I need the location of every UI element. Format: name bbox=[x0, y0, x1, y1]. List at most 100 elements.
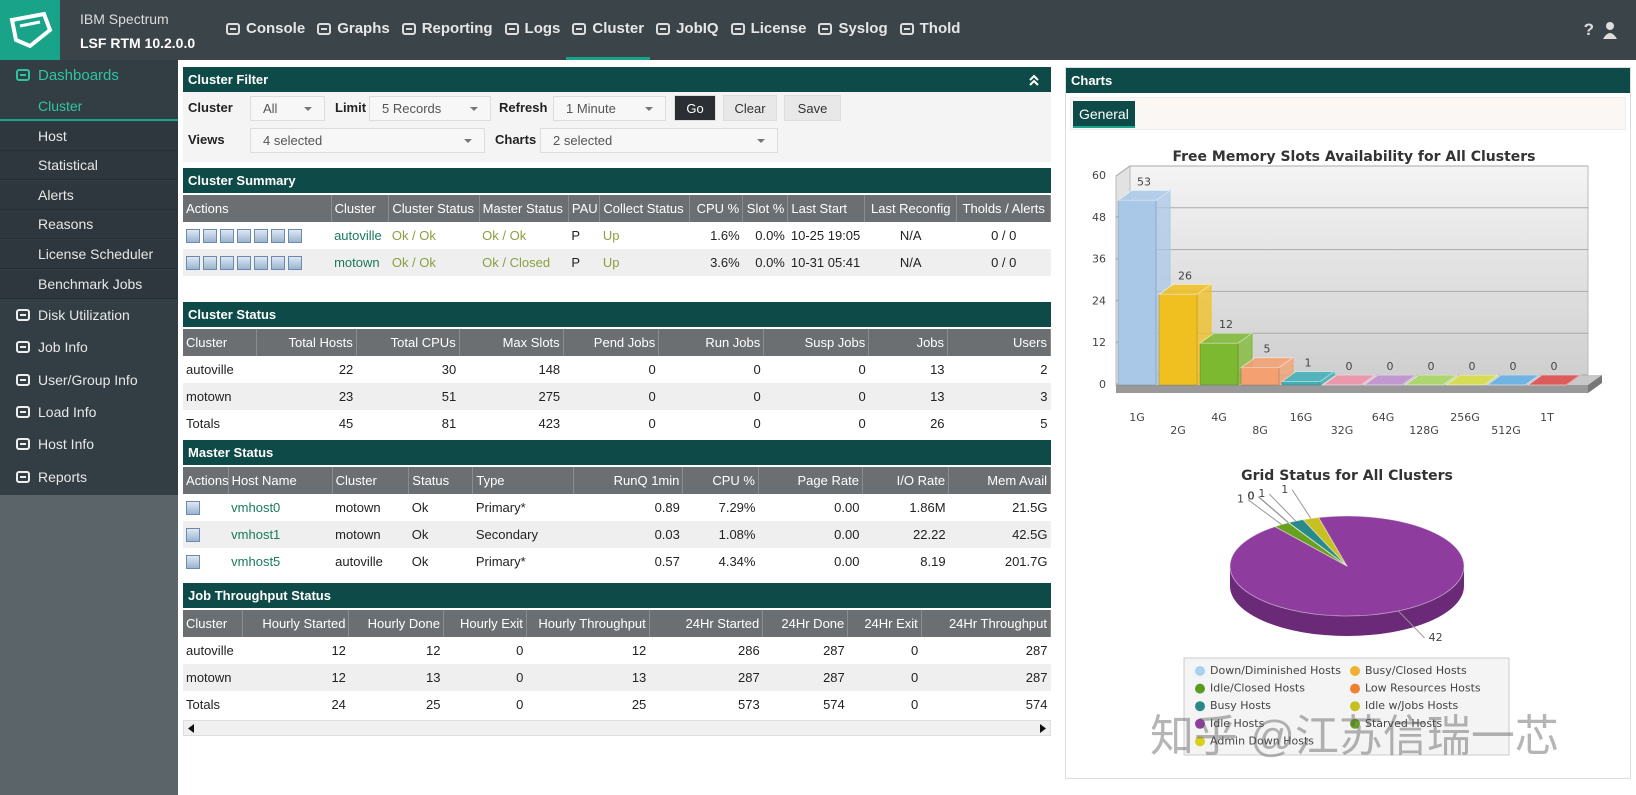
nav-item[interactable]: Cluster bbox=[566, 0, 651, 60]
button[interactable]: Clear bbox=[723, 95, 777, 121]
action-icon[interactable] bbox=[288, 229, 302, 244]
sidebar-item[interactable]: Dashboards bbox=[0, 62, 178, 88]
column-header[interactable]: Master Status bbox=[479, 195, 569, 222]
column-header[interactable]: Actions bbox=[183, 195, 332, 222]
nav-label[interactable]: Cluster bbox=[592, 20, 645, 37]
column-header[interactable]: Cluster Status bbox=[388, 195, 480, 222]
sidebar-subitem[interactable]: License Scheduler bbox=[0, 240, 178, 269]
column-header[interactable]: 24Hr Done bbox=[762, 610, 849, 637]
action-icon[interactable] bbox=[203, 256, 217, 271]
sidebar-item[interactable]: Host Info bbox=[0, 428, 178, 460]
nav-label[interactable]: Syslog bbox=[838, 20, 888, 37]
column-header[interactable]: 24Hr Throughput bbox=[921, 610, 1052, 637]
button[interactable]: Save bbox=[784, 95, 841, 121]
select[interactable]: All bbox=[250, 96, 325, 121]
column-header[interactable]: Total CPUs bbox=[356, 329, 460, 356]
action-icon[interactable] bbox=[220, 229, 234, 244]
action-icon[interactable] bbox=[237, 229, 251, 244]
action-icon[interactable] bbox=[186, 229, 200, 244]
column-header[interactable]: PAU bbox=[568, 195, 601, 222]
action-icon[interactable] bbox=[186, 256, 200, 271]
action-icon[interactable] bbox=[254, 229, 268, 244]
sidebar-item[interactable]: Job Info bbox=[0, 331, 178, 363]
column-header[interactable]: Run Jobs bbox=[658, 329, 765, 356]
column-header[interactable]: Host Name bbox=[228, 467, 333, 494]
sidebar-subitem[interactable]: Host bbox=[0, 121, 178, 151]
action-icon[interactable] bbox=[271, 256, 285, 271]
column-header[interactable]: Last Reconfig bbox=[864, 195, 958, 222]
column-header[interactable]: 24Hr Started bbox=[649, 610, 764, 637]
collapse-icon[interactable] bbox=[1028, 74, 1040, 86]
table-cell[interactable]: autoville bbox=[334, 228, 382, 243]
column-header[interactable]: Mem Avail bbox=[948, 467, 1051, 494]
column-header[interactable]: Type bbox=[472, 467, 575, 494]
nav-item[interactable]: Graphs bbox=[311, 0, 396, 60]
select[interactable]: 5 Records bbox=[369, 96, 491, 121]
column-header[interactable]: Tholds / Alerts bbox=[956, 195, 1051, 222]
column-header[interactable]: Hourly Done bbox=[348, 610, 444, 637]
column-header[interactable]: Hourly Exit bbox=[443, 610, 527, 637]
table-cell[interactable]: vmhost5 bbox=[231, 554, 281, 569]
nav-item[interactable]: Thold bbox=[894, 0, 967, 60]
action-icon[interactable] bbox=[288, 256, 302, 271]
scroll-right[interactable] bbox=[1039, 724, 1047, 733]
column-header[interactable]: Hourly Started bbox=[242, 610, 350, 637]
nav-item[interactable]: Console bbox=[220, 0, 311, 60]
nav-item[interactable]: License bbox=[725, 0, 813, 60]
nav-label[interactable]: Graphs bbox=[337, 20, 390, 37]
help[interactable]: ? bbox=[1583, 20, 1594, 39]
column-header[interactable]: Jobs bbox=[868, 329, 949, 356]
sidebar-subitem[interactable]: Benchmark Jobs bbox=[0, 269, 178, 299]
column-header[interactable]: I/O Rate bbox=[862, 467, 950, 494]
nav-item[interactable]: Syslog bbox=[812, 0, 893, 60]
nav-label[interactable]: Logs bbox=[524, 20, 561, 37]
sidebar-item[interactable]: Reports bbox=[0, 461, 178, 493]
column-header[interactable]: Hourly Throughput bbox=[526, 610, 650, 637]
nav-label[interactable]: JobIQ bbox=[676, 20, 719, 37]
sidebar-item[interactable]: User/Group Info bbox=[0, 364, 178, 396]
column-header[interactable]: Cluster bbox=[183, 329, 258, 356]
column-header[interactable]: Cluster bbox=[332, 467, 410, 494]
scrollbar[interactable] bbox=[183, 720, 1051, 736]
select[interactable]: 4 selected bbox=[250, 128, 485, 153]
column-header[interactable]: Users bbox=[947, 329, 1051, 356]
nav-item[interactable]: Logs bbox=[499, 0, 567, 60]
column-header[interactable]: Actions bbox=[183, 467, 229, 494]
button[interactable]: Go bbox=[674, 95, 716, 121]
action-icon[interactable] bbox=[203, 229, 217, 244]
column-header[interactable]: CPU % bbox=[682, 467, 759, 494]
column-header[interactable]: 24Hr Exit bbox=[847, 610, 922, 637]
column-header[interactable]: Max Slots bbox=[459, 329, 564, 356]
table-cell[interactable]: motown bbox=[331, 249, 389, 276]
nav-item[interactable]: Reporting bbox=[396, 0, 499, 60]
action-icon[interactable] bbox=[220, 256, 234, 271]
column-header[interactable]: Susp Jobs bbox=[763, 329, 870, 356]
action-icon[interactable] bbox=[254, 256, 268, 271]
user-icon[interactable] bbox=[1602, 21, 1618, 39]
column-header[interactable]: Pend Jobs bbox=[563, 329, 660, 356]
column-header[interactable]: Slot % bbox=[742, 195, 789, 222]
column-header[interactable]: Cluster bbox=[331, 195, 390, 222]
select[interactable]: 1 Minute bbox=[553, 96, 666, 121]
scroll-left[interactable] bbox=[187, 724, 195, 733]
column-header[interactable]: RunQ 1min bbox=[573, 467, 684, 494]
select[interactable]: 2 selected bbox=[540, 128, 778, 153]
sidebar-subitem[interactable]: Statistical bbox=[0, 151, 178, 181]
sidebar-item[interactable]: Load Info bbox=[0, 396, 178, 428]
action-icon[interactable] bbox=[186, 528, 200, 543]
column-header[interactable]: Total Hosts bbox=[256, 329, 357, 356]
column-header[interactable]: Collect Status bbox=[599, 195, 690, 222]
table-cell[interactable]: vmhost0 bbox=[231, 500, 281, 515]
column-header[interactable]: Cluster bbox=[183, 610, 244, 637]
action-icon[interactable] bbox=[271, 229, 285, 244]
nav-label[interactable]: Thold bbox=[919, 20, 961, 37]
logo[interactable] bbox=[0, 0, 60, 60]
nav-label[interactable]: Reporting bbox=[421, 20, 493, 37]
action-icon[interactable] bbox=[186, 555, 200, 570]
column-header[interactable]: CPU % bbox=[689, 195, 744, 222]
nav-item[interactable]: JobIQ bbox=[650, 0, 725, 60]
action-icon[interactable] bbox=[237, 256, 251, 271]
column-header[interactable]: Last Start bbox=[787, 195, 866, 222]
sidebar-item[interactable]: Disk Utilization bbox=[0, 299, 178, 331]
column-header[interactable]: Status bbox=[408, 467, 474, 494]
